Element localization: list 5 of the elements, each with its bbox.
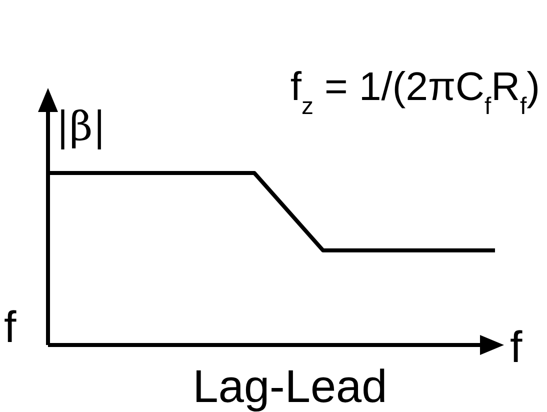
x-axis-title: f — [510, 323, 523, 372]
text: f — [4, 303, 17, 352]
text: Lag-Lead — [192, 360, 388, 412]
y-axis-title: |β| — [56, 104, 106, 150]
text: f$_{z}$ = 1/(2πC$_{f}$R$_{f}$) — [290, 65, 540, 120]
